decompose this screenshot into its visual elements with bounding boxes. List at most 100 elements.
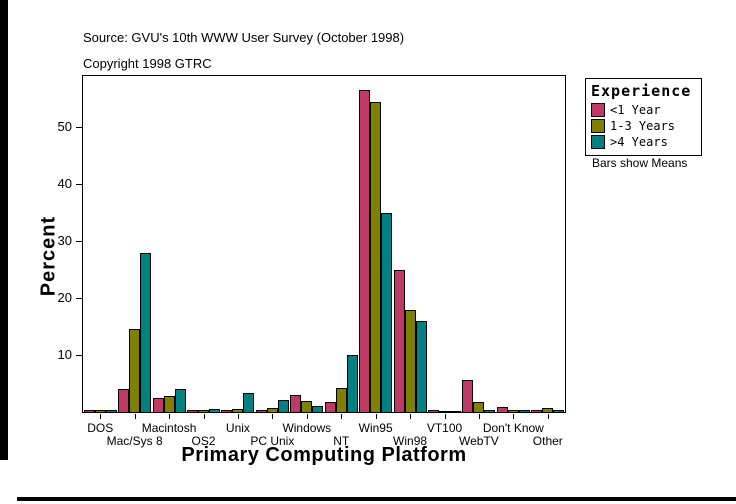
y-tick-mark <box>76 183 82 185</box>
bar-pc-unix-1-3-years <box>266 408 278 412</box>
bar-pc-unix-1-year <box>255 410 267 412</box>
legend-swatch-lt1year <box>591 103 605 117</box>
x-category-label-webtv: WebTV <box>459 434 499 448</box>
x-category-label-don-t-know: Don't Know <box>482 421 544 435</box>
bar-windows-4-years <box>312 406 324 412</box>
x-category-label-win95: Win95 <box>358 421 393 435</box>
bar-other-1-3-years <box>542 408 554 412</box>
y-tick-label: 20 <box>57 290 72 306</box>
bar-unix-1-year <box>221 409 233 412</box>
x-category-label-other: Other <box>532 434 563 448</box>
bar-nt-1-year <box>324 401 336 412</box>
y-tick-label: 30 <box>57 233 72 249</box>
bar-mac-sys-8-1-3-years <box>129 329 141 412</box>
x-category-label-dos: DOS <box>87 421 114 435</box>
bar-os2-1-3-years <box>198 410 209 412</box>
x-tick-mark <box>100 414 102 419</box>
bar-mac-sys-8-1-year <box>118 389 130 412</box>
y-tick-mark <box>76 240 82 242</box>
x-tick-mark <box>237 414 239 419</box>
bar-don-t-know-1-3-years <box>507 410 519 412</box>
bar-don-t-know-1-year <box>496 406 508 412</box>
x-tick-mark <box>513 414 515 419</box>
source-text: Source: GVU's 10th WWW User Survey (Octo… <box>83 30 405 45</box>
bar-dos-4-years <box>105 409 117 412</box>
x-axis-title: Primary Computing Platform <box>181 444 467 466</box>
bar-os2-1-year <box>187 410 198 412</box>
bar-other-4-years <box>553 410 565 412</box>
x-category-label-pc-unix: PC Unix <box>250 434 295 448</box>
y-tick-label: 10 <box>57 347 72 363</box>
x-tick-mark <box>272 414 274 419</box>
bar-pc-unix-4-years <box>277 400 289 412</box>
bar-don-t-know-4-years <box>518 410 530 412</box>
screen-edge-left <box>0 0 8 460</box>
legend-item: 1-3 Years <box>591 118 696 134</box>
legend-item-label: >4 Years <box>610 135 668 149</box>
legend-note: Bars show Means <box>592 156 688 170</box>
x-category-label-os2: OS2 <box>191 434 216 448</box>
y-tick-mark <box>76 354 82 356</box>
x-tick-mark <box>203 414 205 419</box>
y-axis-title: Percent <box>37 215 60 297</box>
legend-title: Experience <box>591 82 692 100</box>
x-tick-mark <box>341 414 343 419</box>
bar-vt100-1-3-years <box>439 410 450 412</box>
bar-dos-1-year <box>83 410 95 412</box>
y-tick-mark <box>76 297 82 299</box>
bar-macintosh-4-years <box>174 389 186 412</box>
bar-webtv-1-3-years <box>473 401 485 412</box>
bar-vt100-4-years <box>450 410 461 412</box>
x-tick-mark <box>134 414 136 419</box>
x-category-label-vt100: VT100 <box>426 421 463 435</box>
x-category-label-mac-sys-8: Mac/Sys 8 <box>106 434 163 448</box>
bar-win98-1-year <box>393 269 405 412</box>
x-tick-mark <box>478 414 480 419</box>
bar-win95-1-year <box>359 90 371 412</box>
x-category-label-macintosh: Macintosh <box>141 421 197 435</box>
legend-item: <1 Year <box>591 102 696 118</box>
x-category-label-nt: NT <box>333 434 350 448</box>
bar-win98-1-3-years <box>404 309 416 412</box>
x-category-label-unix: Unix <box>225 421 250 435</box>
copyright-text: Copyright 1998 GTRC <box>83 56 212 71</box>
y-tick-mark <box>76 126 82 128</box>
bar-win95-1-3-years <box>370 101 382 412</box>
bar-mac-sys-8-4-years <box>140 252 152 412</box>
bar-other-1-year <box>531 409 543 412</box>
x-tick-mark <box>306 414 308 419</box>
bar-win98-4-years <box>415 320 427 412</box>
x-tick-mark <box>547 414 549 419</box>
bar-macintosh-1-year <box>152 397 164 412</box>
bar-windows-1-3-years <box>301 400 313 412</box>
bar-webtv-4-years <box>484 410 496 412</box>
bar-os2-4-years <box>209 409 220 412</box>
bar-nt-4-years <box>346 355 358 412</box>
bar-vt100-1-year <box>428 410 439 412</box>
plot-area <box>82 75 566 413</box>
bar-win95-4-years <box>381 212 393 412</box>
screen-edge-bottom <box>17 497 736 501</box>
bar-dos-1-3-years <box>94 410 106 412</box>
x-category-label-windows: Windows <box>282 421 332 435</box>
bar-unix-1-3-years <box>232 408 244 412</box>
bar-webtv-1-year <box>462 379 474 412</box>
x-tick-mark <box>375 414 377 419</box>
x-tick-mark <box>410 414 412 419</box>
legend-swatch-gt4years <box>591 135 605 149</box>
legend-box: Experience <1 Year 1-3 Years >4 Years <box>585 78 702 156</box>
x-category-label-win98: Win98 <box>393 434 428 448</box>
legend-item: >4 Years <box>591 134 696 150</box>
legend-item-label: <1 Year <box>610 103 661 117</box>
legend-item-label: 1-3 Years <box>610 119 676 133</box>
y-tick-label: 50 <box>57 119 72 135</box>
bar-nt-1-3-years <box>335 388 347 412</box>
bar-macintosh-1-3-years <box>163 396 175 412</box>
bar-windows-1-year <box>290 394 302 412</box>
bar-unix-4-years <box>243 393 255 412</box>
x-tick-mark <box>444 414 446 419</box>
y-tick-label: 40 <box>57 176 72 192</box>
legend-swatch-1to3years <box>591 119 605 133</box>
x-tick-mark <box>169 414 171 419</box>
